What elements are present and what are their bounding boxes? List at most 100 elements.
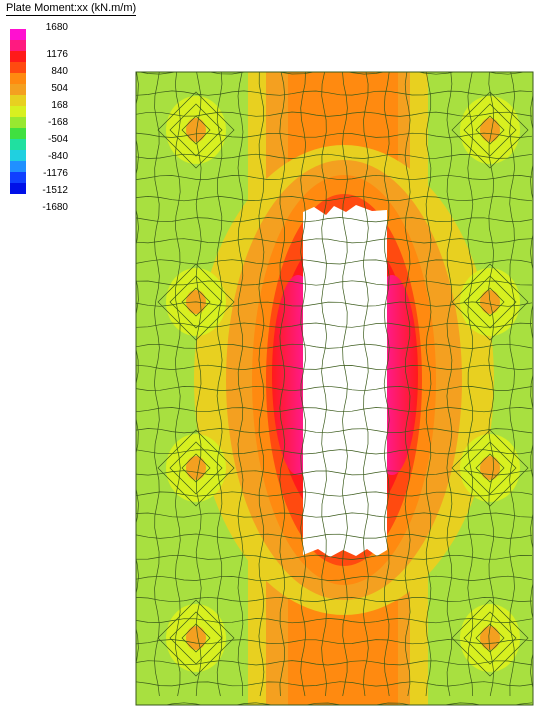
mesh-line [279,72,286,697]
legend-label: 1176 [46,49,68,60]
mesh-line [181,453,211,483]
mesh-line [136,259,533,265]
mesh-line [425,72,432,697]
mesh-line [136,90,533,96]
mesh-line [404,72,411,697]
legend-title: Plate Moment:xx (kN.m/m) [6,2,137,16]
mesh-line [463,611,517,665]
legend-swatch [10,183,26,194]
mesh-line [475,287,505,317]
mesh-line [195,72,202,697]
plate-opening [303,205,387,557]
mesh-line [136,681,533,687]
mesh-line [451,91,529,169]
mesh-line [136,470,533,476]
mesh-line [136,238,533,244]
mesh-line [136,575,533,581]
mesh-line [451,599,529,677]
mesh-line [342,72,348,697]
mesh-line [475,453,505,483]
legend-label: 504 [51,83,68,94]
mesh-line [181,287,211,317]
mesh-line [446,72,453,697]
mesh-line [136,428,533,434]
mesh-line [463,103,517,157]
mesh-line [169,611,223,665]
mesh-line [136,385,533,392]
mesh-line [164,702,533,705]
legend-swatch [10,29,26,40]
mesh-line [136,153,533,159]
legend-label-min: -1680 [42,202,68,213]
mesh-line [136,596,533,603]
legend-swatch [10,117,26,128]
mesh-line [463,275,517,329]
mesh-line [136,554,533,560]
legend-label: -1176 [43,168,68,179]
legend-swatch [10,150,26,161]
mesh-line [488,72,495,697]
legend-swatch [10,139,26,150]
legend-swatch [10,62,26,73]
mesh-line [136,512,533,518]
mesh-line [136,364,533,370]
mesh-line [169,275,223,329]
mesh-line [136,132,533,138]
mesh-line [258,72,265,697]
mesh-line [237,72,244,697]
mesh-line [136,491,533,497]
mesh-line [157,599,235,677]
mesh-line [169,103,223,157]
mesh-line [136,533,533,539]
mesh-line [136,618,533,624]
mesh-line [157,263,235,341]
legend-swatch [10,161,26,172]
legend-swatch [10,40,26,51]
mesh-line [136,196,533,202]
mesh-line [154,72,160,697]
mesh-line [136,217,533,223]
mesh-line [136,660,533,666]
mesh-line [475,623,505,653]
legend-label: -1512 [42,185,68,196]
legend-swatch [10,106,26,117]
mesh-line [136,322,533,328]
mesh-line [181,623,211,653]
mesh-line [157,91,235,169]
mesh-line [136,449,533,455]
legend-swatch [10,95,26,106]
legend-label: 168 [51,100,68,111]
mesh-line [463,441,517,495]
legend-swatch [10,128,26,139]
mesh-line [136,407,533,413]
mesh-line [475,115,505,145]
legend-swatch [10,51,26,62]
legend-color-bar [10,29,26,194]
mesh-line [157,429,235,507]
legend-label: -504 [47,134,68,145]
mesh-line [136,301,533,307]
legend-swatch [10,73,26,84]
mesh-line [136,639,533,645]
legend-swatch [10,84,26,95]
mesh-line [530,93,533,691]
mesh-line [136,174,533,181]
legend-label: 840 [51,66,68,77]
legend-label: -168 [47,117,68,128]
mesh-line [181,115,211,145]
mesh-line [169,441,223,495]
mesh-line [467,72,474,697]
legend-label-max: 1680 [45,22,68,33]
plate-outline [135,71,534,706]
legend-swatch [10,172,26,183]
contour-legend: Plate Moment:xx (kN.m/m) 1680 1176 840 5… [0,0,160,230]
finite-element-mesh [136,72,533,705]
legend-label: -840 [47,151,68,162]
mesh-line [451,429,529,507]
mesh-line [136,343,533,349]
contour-fill [136,72,533,705]
mesh-line [174,72,181,697]
mesh-line [216,72,223,697]
mesh-line [321,72,327,697]
